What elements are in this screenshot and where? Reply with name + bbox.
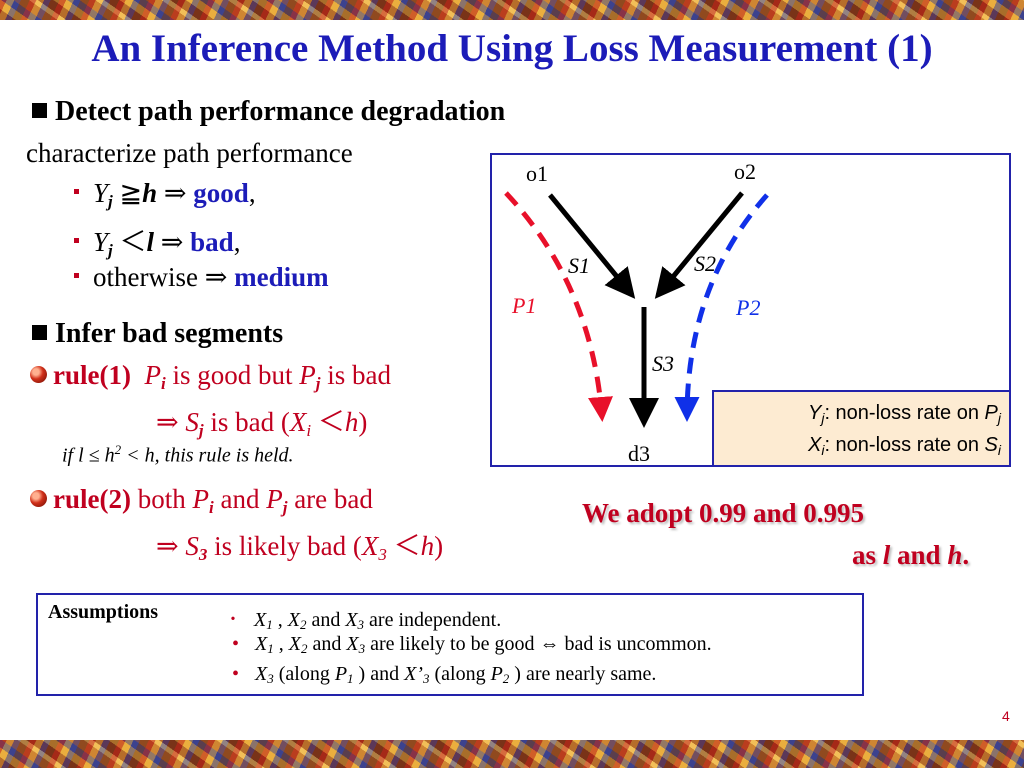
- adopt-line1: We adopt 0.99 and 0.995: [582, 498, 865, 528]
- segment-s3-label: S3: [652, 351, 674, 376]
- slide-title: An Inference Method Using Loss Measureme…: [91, 27, 933, 70]
- assumption-3: • X3 (along P1 ) and X’3 (along P2 ) are …: [232, 663, 657, 686]
- segment-s2-line: [654, 191, 744, 299]
- small-bullet-icon: [74, 189, 79, 194]
- small-bullet-icon: [74, 273, 79, 278]
- red-ball-bullet-icon: [30, 366, 47, 383]
- section-detect-intro: characterize path performance: [26, 138, 353, 168]
- legend-xi: Xi: non-loss rate on Si: [807, 434, 1001, 458]
- small-bullet-icon: [74, 238, 79, 243]
- path-p2-line: [674, 193, 769, 422]
- adopt-line2: as l and h.: [852, 540, 970, 570]
- section-infer-heading: Infer bad segments: [32, 318, 283, 350]
- square-bullet-icon: [32, 325, 47, 340]
- criterion-good: Yj ≧h ⇒ good,: [74, 178, 256, 212]
- bullet-icon: •: [232, 663, 240, 685]
- bullet-icon: ･: [228, 609, 238, 631]
- assumptions-label: Assumptions: [48, 601, 159, 623]
- node-d3-label: d3: [628, 441, 650, 466]
- segment-s2-label: S2: [694, 251, 716, 276]
- section-detect-heading: Detect path performance degradation: [32, 96, 505, 128]
- red-ball-bullet-icon: [30, 490, 47, 507]
- rule1-condition: if l ≤ h2 < h, this rule is held.: [62, 442, 294, 467]
- assumptions-box: Assumptions ･ X1 , X2 and X3 are independ…: [36, 593, 864, 696]
- path-p1-label: P1: [512, 293, 537, 318]
- node-o1-label: o1: [526, 161, 548, 186]
- segment-s1-line: [548, 193, 636, 299]
- segment-s1-label: S1: [568, 253, 590, 278]
- rule2-line1: rule(2) both Pi and Pj are bad: [30, 484, 373, 518]
- rule2-line2: ⇒ S3 is likely bad (X3 ＜h): [156, 531, 444, 564]
- network-diagram-svg: [504, 191, 769, 428]
- legend-yj: Yj: non-loss rate on Pj: [807, 402, 1001, 426]
- assumption-2: • X1 , X2 and X3 are likely to be good ⇔ …: [232, 633, 712, 656]
- path-p1-line: [504, 191, 613, 422]
- diagram-legend: Yj: non-loss rate on Pj Xi: non-loss rat…: [712, 390, 1009, 465]
- node-o2-label: o2: [734, 159, 756, 184]
- top-decorative-band: [0, 0, 1024, 20]
- criterion-medium: otherwise ⇒ medium: [74, 262, 329, 293]
- rule1-line1: rule(1) Pi is good but Pj is bad: [30, 360, 391, 394]
- path-p2-label: P2: [736, 295, 761, 320]
- page-number: 4: [1002, 708, 1010, 724]
- bottom-decorative-band: [0, 740, 1024, 768]
- assumption-1: ･ X1 , X2 and X3 are independent.: [228, 609, 502, 632]
- criterion-bad: Yj ＜l ⇒ bad,: [74, 220, 240, 261]
- rule1-line2: ⇒ Sj is bad (Xi ＜h): [156, 407, 368, 440]
- square-bullet-icon: [32, 103, 47, 118]
- bullet-icon: •: [232, 633, 240, 655]
